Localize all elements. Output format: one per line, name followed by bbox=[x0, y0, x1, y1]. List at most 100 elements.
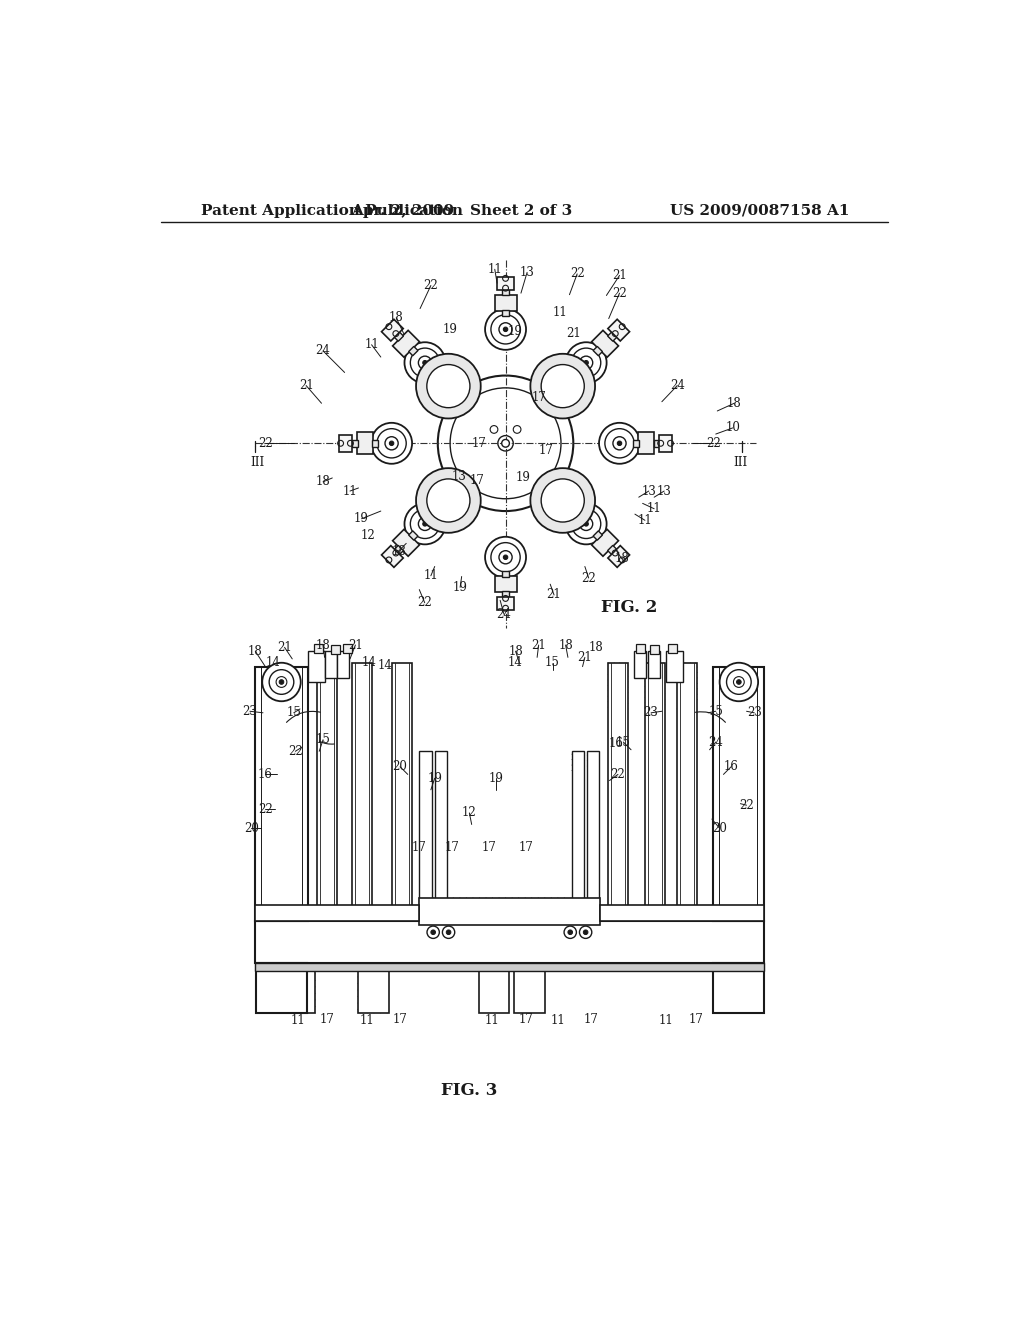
Circle shape bbox=[411, 348, 439, 378]
Text: 16: 16 bbox=[608, 737, 623, 750]
Polygon shape bbox=[667, 651, 683, 682]
Text: 18: 18 bbox=[391, 545, 406, 557]
Text: 14: 14 bbox=[508, 656, 523, 669]
Bar bbox=[571, 751, 584, 906]
Polygon shape bbox=[607, 545, 616, 554]
Circle shape bbox=[565, 503, 606, 544]
Text: 11: 11 bbox=[553, 306, 567, 319]
Text: 24: 24 bbox=[709, 735, 723, 748]
Circle shape bbox=[513, 425, 521, 433]
Polygon shape bbox=[659, 434, 672, 451]
Circle shape bbox=[416, 354, 480, 418]
Circle shape bbox=[733, 677, 744, 688]
Polygon shape bbox=[497, 277, 514, 290]
Polygon shape bbox=[394, 331, 403, 342]
Circle shape bbox=[427, 479, 470, 521]
Text: 20: 20 bbox=[712, 822, 727, 834]
Circle shape bbox=[276, 677, 287, 688]
Bar bbox=[419, 751, 432, 906]
Text: 19: 19 bbox=[488, 772, 504, 785]
Text: 20: 20 bbox=[244, 822, 259, 834]
Text: 23: 23 bbox=[644, 706, 658, 719]
Circle shape bbox=[502, 440, 509, 447]
Text: 24: 24 bbox=[497, 607, 511, 620]
Text: 21: 21 bbox=[531, 639, 546, 652]
Text: 15: 15 bbox=[709, 705, 723, 718]
Text: 14: 14 bbox=[361, 656, 377, 669]
Text: 18: 18 bbox=[315, 475, 331, 488]
Polygon shape bbox=[497, 597, 514, 610]
Circle shape bbox=[504, 556, 508, 560]
Text: 17: 17 bbox=[584, 1012, 598, 1026]
Text: FIG. 2: FIG. 2 bbox=[601, 599, 657, 616]
Text: Apr. 2, 2009   Sheet 2 of 3: Apr. 2, 2009 Sheet 2 of 3 bbox=[351, 203, 572, 218]
Circle shape bbox=[404, 342, 445, 383]
Text: 19: 19 bbox=[453, 581, 468, 594]
Circle shape bbox=[404, 503, 445, 544]
Circle shape bbox=[736, 680, 741, 684]
Circle shape bbox=[580, 517, 593, 531]
Text: 24: 24 bbox=[315, 345, 331, 358]
Text: 19: 19 bbox=[516, 471, 530, 484]
Text: 11: 11 bbox=[638, 513, 652, 527]
Text: 11: 11 bbox=[365, 338, 379, 351]
Circle shape bbox=[617, 441, 622, 445]
Circle shape bbox=[419, 517, 431, 531]
Text: 23: 23 bbox=[746, 706, 762, 719]
Circle shape bbox=[269, 669, 294, 694]
Text: 17: 17 bbox=[689, 1012, 703, 1026]
Polygon shape bbox=[713, 667, 764, 921]
Text: 17: 17 bbox=[481, 841, 496, 854]
Polygon shape bbox=[255, 964, 764, 970]
Text: 11: 11 bbox=[551, 1014, 565, 1027]
Polygon shape bbox=[608, 319, 630, 341]
Polygon shape bbox=[592, 330, 618, 358]
Bar bbox=[435, 751, 447, 906]
Circle shape bbox=[431, 929, 435, 935]
Polygon shape bbox=[677, 663, 697, 921]
Circle shape bbox=[599, 422, 640, 463]
Text: 21: 21 bbox=[278, 640, 292, 653]
Text: 13: 13 bbox=[519, 265, 535, 279]
Circle shape bbox=[530, 469, 595, 533]
Text: 21: 21 bbox=[578, 651, 592, 664]
Text: 22: 22 bbox=[739, 799, 754, 812]
Circle shape bbox=[498, 436, 513, 451]
Text: 18: 18 bbox=[614, 552, 629, 565]
Polygon shape bbox=[502, 310, 509, 315]
Text: 19: 19 bbox=[442, 323, 458, 335]
Polygon shape bbox=[478, 964, 509, 1014]
Text: 18: 18 bbox=[589, 640, 604, 653]
Text: 21: 21 bbox=[348, 639, 362, 652]
Circle shape bbox=[584, 929, 588, 935]
Text: 13: 13 bbox=[641, 484, 656, 498]
Text: 17: 17 bbox=[518, 1012, 534, 1026]
Text: 19: 19 bbox=[508, 325, 523, 338]
Text: 22: 22 bbox=[424, 279, 438, 292]
Polygon shape bbox=[636, 644, 645, 653]
Polygon shape bbox=[502, 289, 509, 296]
Text: 18: 18 bbox=[248, 644, 263, 657]
Circle shape bbox=[499, 323, 512, 335]
Polygon shape bbox=[392, 330, 420, 358]
Text: 14: 14 bbox=[265, 656, 281, 669]
Circle shape bbox=[564, 927, 577, 939]
Text: 21: 21 bbox=[612, 269, 627, 282]
Text: 17: 17 bbox=[319, 1012, 335, 1026]
Polygon shape bbox=[634, 651, 646, 678]
Circle shape bbox=[541, 479, 585, 521]
Polygon shape bbox=[502, 570, 509, 577]
Circle shape bbox=[580, 356, 593, 370]
Circle shape bbox=[416, 469, 480, 533]
Text: 17: 17 bbox=[518, 841, 534, 854]
Polygon shape bbox=[394, 545, 403, 554]
Polygon shape bbox=[382, 545, 403, 568]
Circle shape bbox=[530, 354, 595, 418]
Circle shape bbox=[446, 929, 451, 935]
Text: 22: 22 bbox=[610, 768, 626, 781]
Polygon shape bbox=[255, 667, 307, 921]
Circle shape bbox=[419, 356, 431, 370]
Text: 23: 23 bbox=[243, 705, 257, 718]
Polygon shape bbox=[593, 346, 602, 355]
Text: 17: 17 bbox=[531, 391, 546, 404]
